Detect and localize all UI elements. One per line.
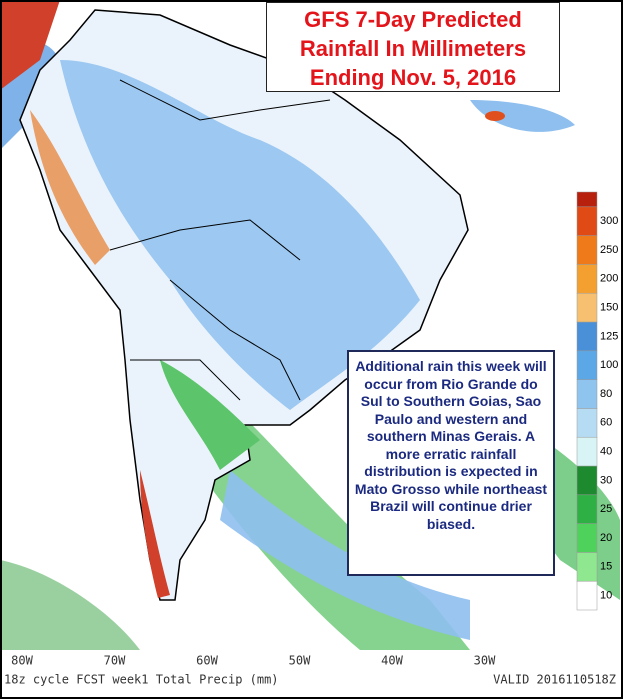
legend-swatch xyxy=(576,191,598,208)
legend-swatch xyxy=(576,292,598,323)
longitude-label: 70W xyxy=(104,654,126,668)
longitude-label: 40W xyxy=(381,654,403,668)
legend-label: 30 xyxy=(600,474,612,486)
precip-area xyxy=(30,110,110,265)
legend-label: 25 xyxy=(600,503,612,515)
legend-swatch xyxy=(576,350,598,380)
title-line: GFS 7-Day Predicted xyxy=(304,7,522,32)
annotation: Additional rain this week will occur fro… xyxy=(347,350,555,576)
footer-right: VALID 2016110518Z xyxy=(493,673,616,687)
legend-swatch xyxy=(576,436,598,467)
legend-label: 80 xyxy=(600,388,612,400)
legend-label: 40 xyxy=(600,446,612,458)
footer-left: 18z cycle FCST week1 Total Precip (mm) xyxy=(4,673,279,687)
legend-swatch xyxy=(576,523,598,553)
legend-swatch xyxy=(576,552,598,582)
precip-area xyxy=(470,100,575,132)
legend-swatch xyxy=(576,206,598,236)
legend-swatch xyxy=(576,264,598,294)
title-line: Rainfall In Millimeters xyxy=(299,36,527,61)
precip-area xyxy=(60,60,420,410)
borders xyxy=(109,79,331,401)
title-box: GFS 7-Day Predicted Rainfall In Millimet… xyxy=(266,2,560,92)
legend: 10 15 20 25 30 40 60 80 100 125 150 200 250 300 xyxy=(576,191,618,611)
longitude-label: 30W xyxy=(474,654,496,668)
legend-label: 150 xyxy=(600,302,618,314)
legend-label: 125 xyxy=(600,330,618,342)
precip-area xyxy=(0,560,140,650)
legend-swatch xyxy=(576,321,598,352)
precip-area xyxy=(160,360,260,470)
legend-swatch xyxy=(576,408,598,438)
legend-label: 300 xyxy=(600,215,618,227)
legend-label: 20 xyxy=(600,532,612,544)
legend-swatch xyxy=(576,379,598,409)
precip-area xyxy=(140,470,170,598)
legend-swatch xyxy=(576,465,598,496)
longitude-label: 50W xyxy=(289,654,311,668)
legend-label: 200 xyxy=(600,273,618,285)
legend-label: 100 xyxy=(600,359,618,371)
longitude-label: 60W xyxy=(196,654,218,668)
precip-area xyxy=(0,0,60,90)
legend-label: 10 xyxy=(600,590,612,602)
legend-swatch xyxy=(576,580,598,611)
legend-swatch xyxy=(576,235,598,265)
title-line: Ending Nov. 5, 2016 xyxy=(309,65,517,90)
longitude-label: 80W xyxy=(11,654,33,668)
legend-label: 60 xyxy=(600,417,612,429)
legend-label: 250 xyxy=(600,244,618,256)
precip-area xyxy=(220,470,470,640)
legend-swatch xyxy=(576,494,598,524)
precip-area xyxy=(485,111,505,121)
longitude-labels: 80W 70W 60W 50W 40W 30W xyxy=(11,654,496,668)
footer-band xyxy=(0,650,623,699)
legend-label: 15 xyxy=(600,561,612,573)
